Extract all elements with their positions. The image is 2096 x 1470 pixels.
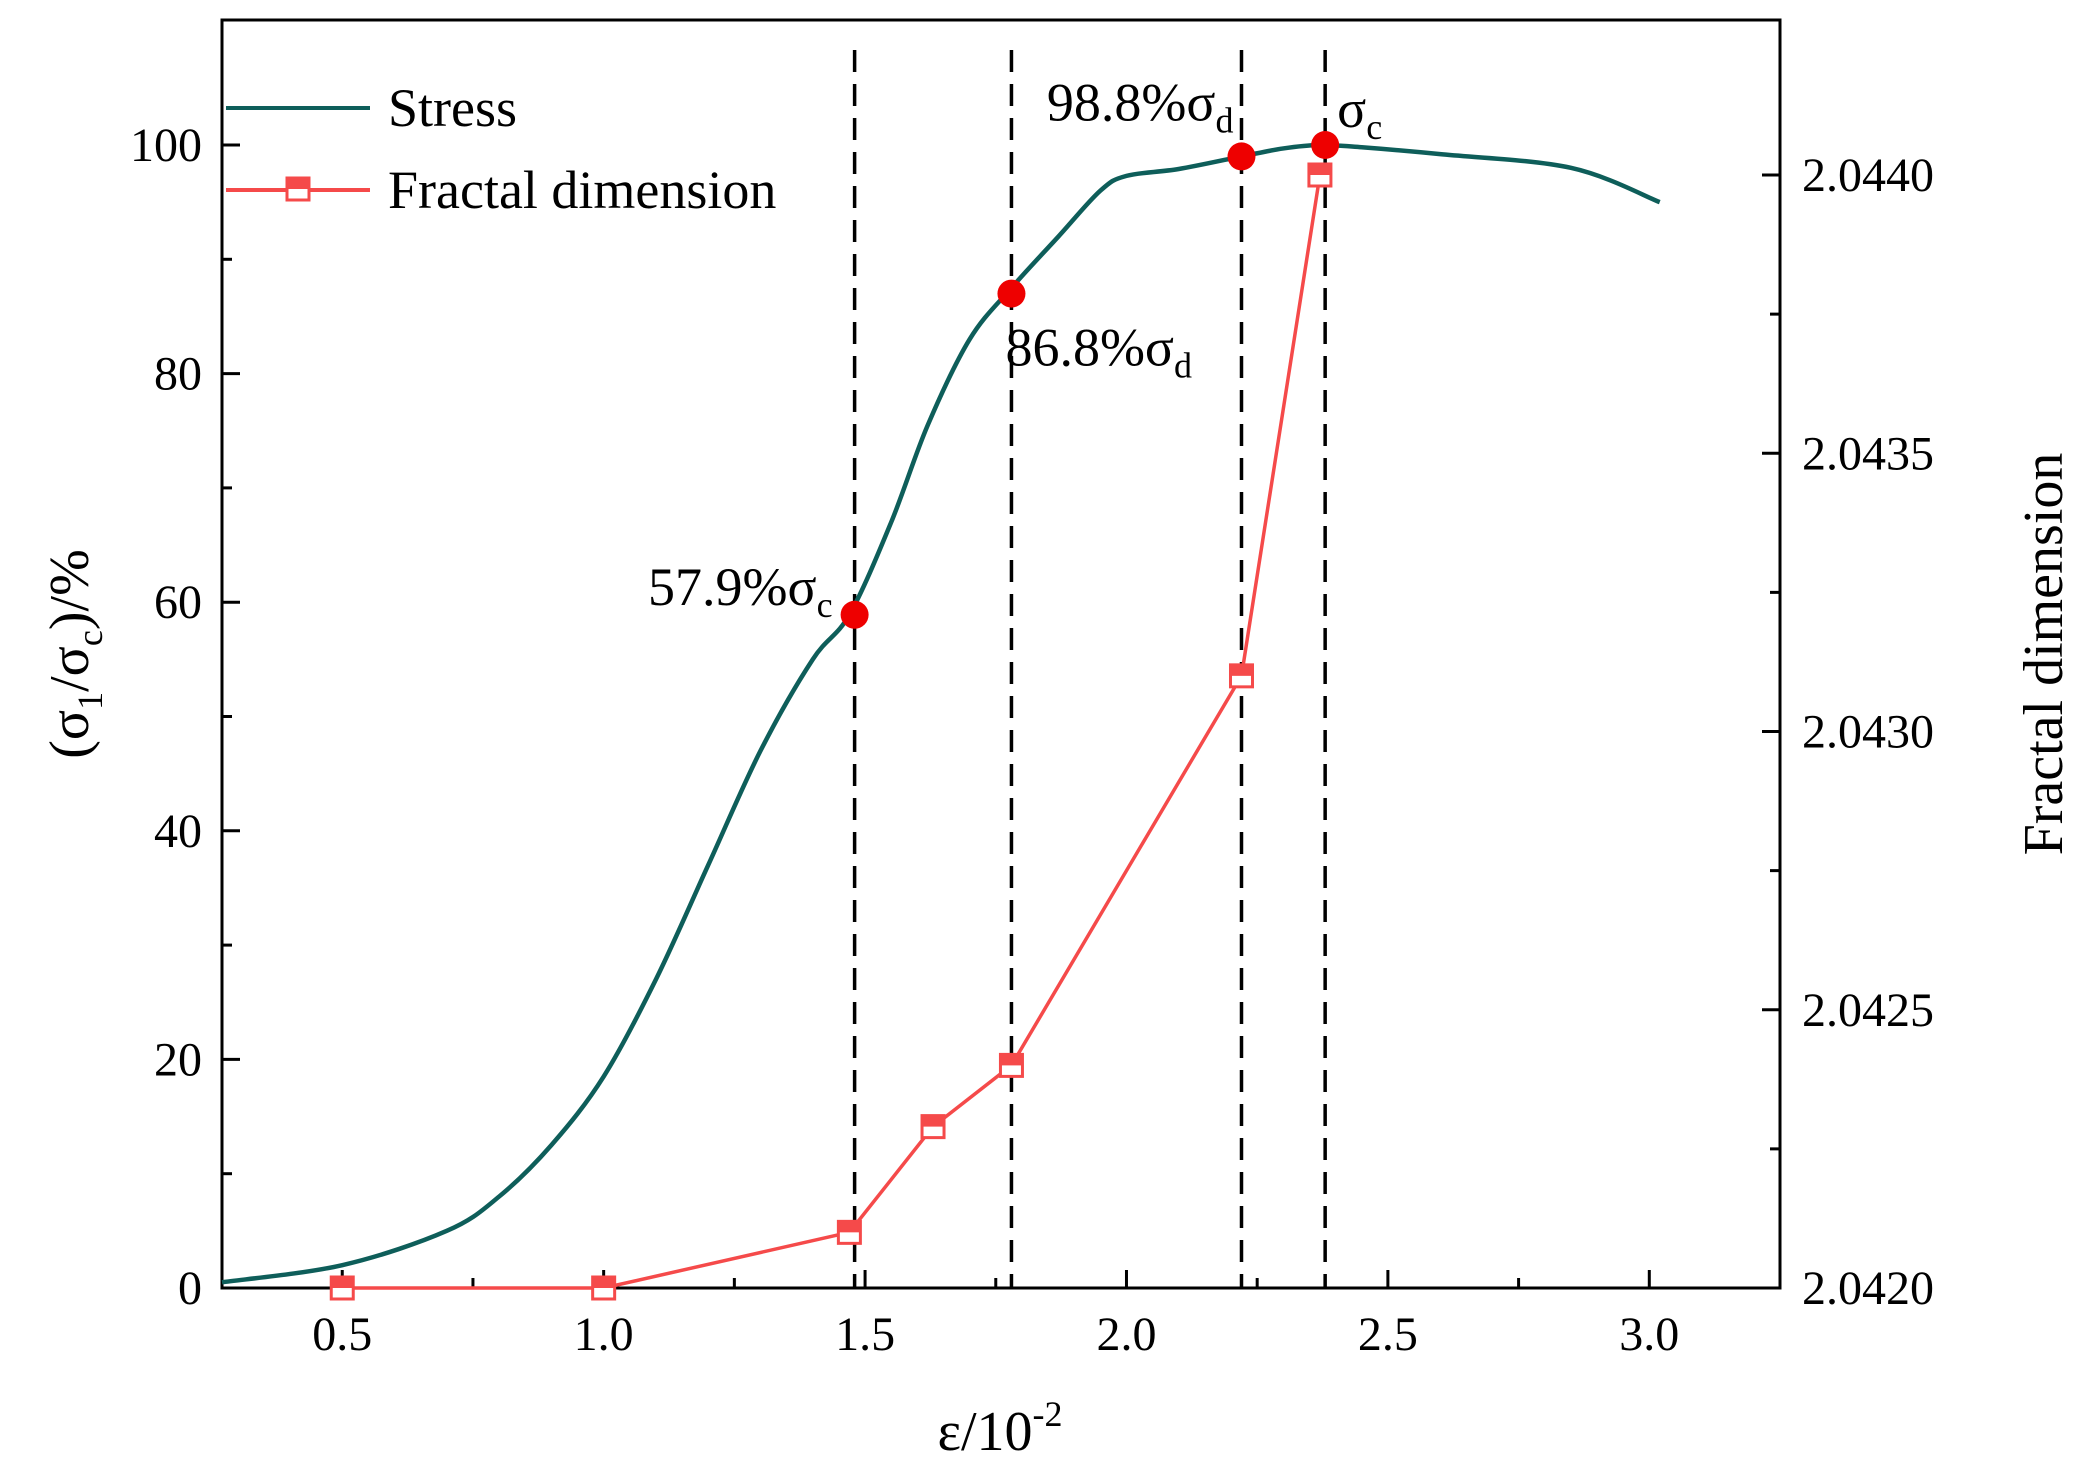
key-point-2 — [1227, 142, 1256, 171]
axis-ticks: 0.5 1.0 1.5 2.0 2.5 3.0 0 20 40 60 80 100 2.0420 2.04… — [130, 119, 1934, 1361]
y2-tick-label-0: 2.0420 — [1802, 1262, 1934, 1315]
legend-fractal-marker-fill — [287, 178, 309, 189]
x-tick-label-0: 0.5 — [312, 1308, 372, 1361]
annotation-98-8: 98.8%σd — [1047, 72, 1234, 140]
y2-tick-label-3: 2.0435 — [1802, 427, 1934, 480]
y-tick-label-2: 40 — [154, 805, 202, 858]
y-tick-label-5: 100 — [130, 119, 202, 172]
fractal-marker-fill-6 — [1308, 164, 1331, 175]
plot-frame — [220, 18, 1782, 1290]
y-tick-label-1: 20 — [154, 1033, 202, 1086]
stress-line — [221, 142, 1661, 1285]
x-tick-label-4: 2.5 — [1358, 1308, 1418, 1361]
legend: Stress Fractal dimension — [226, 78, 776, 220]
y2-axis-title: Fractal dimension — [2013, 453, 2075, 856]
annotation-86-8: 86.8%σd — [1005, 318, 1192, 386]
y-tick-label-3: 60 — [154, 576, 202, 629]
y-axis-title: (σ1/σc)/% — [39, 549, 110, 758]
x-tick-label-1: 1.0 — [574, 1308, 634, 1361]
fractal-marker-fill-3 — [922, 1115, 945, 1127]
legend-fractal-label: Fractal dimension — [388, 160, 776, 220]
reference-lines — [852, 50, 1327, 1288]
fractal-marker-fill-5 — [1230, 664, 1253, 676]
key-point-0 — [840, 600, 869, 629]
fractal-marker-fill-1 — [592, 1277, 615, 1288]
key-point-3 — [1311, 131, 1340, 159]
key-point-1 — [997, 279, 1026, 308]
annotation-sigma-c: σc — [1337, 79, 1382, 147]
series-layer — [221, 142, 1661, 1301]
fractal-marker-fill-0 — [331, 1277, 354, 1288]
x-tick-label-3: 2.0 — [1096, 1308, 1156, 1361]
y-tick-label-4: 80 — [154, 348, 202, 401]
legend-stress-label: Stress — [388, 78, 517, 138]
x-axis-title: ε/10-2 — [937, 1394, 1062, 1463]
y2-tick-label-2: 2.0430 — [1802, 706, 1934, 759]
y2-tick-label-1: 2.0425 — [1802, 984, 1934, 1037]
fractal-marker-fill-2 — [838, 1221, 861, 1233]
annotations: 57.9%σc 86.8%σd 98.8%σd σc — [648, 72, 1382, 624]
fractal-marker-fill-4 — [1000, 1054, 1023, 1066]
x-tick-label-5: 3.0 — [1619, 1308, 1679, 1361]
y2-tick-label-4: 2.0440 — [1802, 149, 1934, 202]
y-tick-label-0: 0 — [178, 1262, 202, 1315]
annotation-57-9: 57.9%σc — [648, 557, 833, 625]
x-tick-label-2: 1.5 — [835, 1308, 895, 1361]
key-points-layer — [840, 131, 1340, 629]
